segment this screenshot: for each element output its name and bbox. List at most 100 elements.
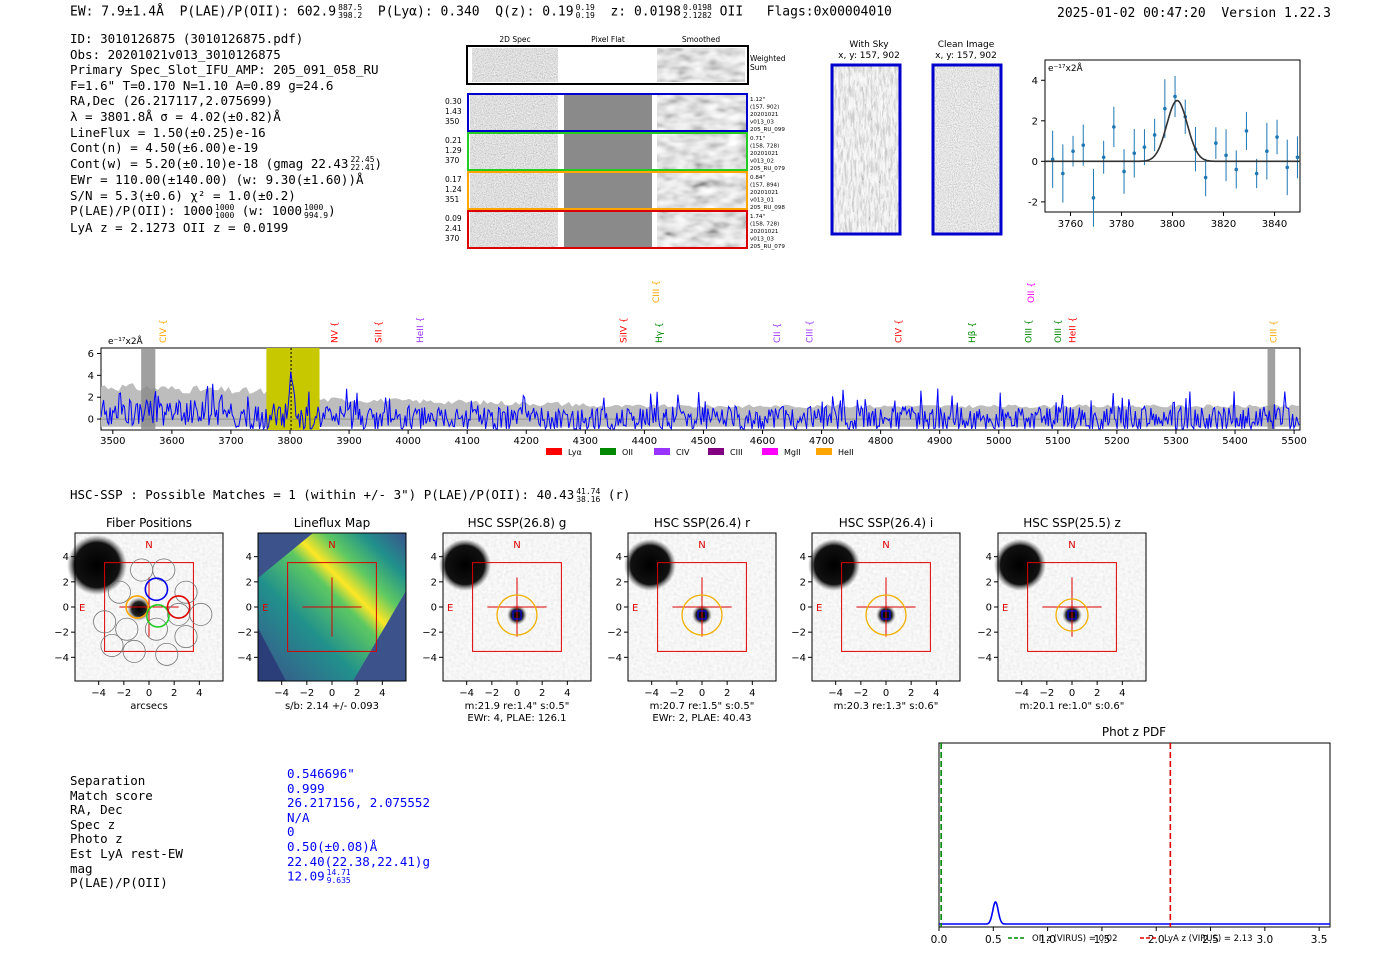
cutout-row-note: 205_RU_098: [750, 205, 785, 211]
photz-x-tick-label: 2.5: [1202, 934, 1219, 946]
cutout-row-b: 1.24: [445, 185, 462, 194]
cutout-row-frame: [467, 132, 748, 171]
cutout-row-b: 1.29: [445, 146, 462, 155]
hsc-x-tick-label: 4: [1119, 688, 1125, 699]
zoom-y-tick-label: 4: [1032, 76, 1038, 87]
match-value: 22.40(22.38,22.41)g: [287, 853, 430, 869]
zoom-y-tick-label: 2: [1032, 116, 1038, 127]
spectral-line-label: CIV {: [894, 319, 904, 343]
selected-fiber: [125, 595, 150, 619]
hsc-caption-1: arcsecs: [130, 701, 168, 712]
match-label: Spec z: [70, 816, 116, 832]
hsc-x-tick-label: −4: [644, 688, 659, 699]
fiber-circle: [155, 642, 179, 666]
info-contn: Cont(n) = 4.50(±6.00)e-19: [70, 140, 259, 156]
hsc-x-tick-label: −4: [91, 688, 106, 699]
photz-legend-label: OII z (VIRUS) = 0.02: [1032, 934, 1118, 944]
north-label: N: [328, 540, 335, 551]
spectral-line-label: HeII {: [416, 317, 426, 343]
match-values: 0.546696" 0.999 26.217156, 2.075552 N/A 0 0.5…: [287, 766, 430, 885]
east-label: E: [1002, 603, 1008, 614]
cutout-pixelflat: [564, 134, 652, 169]
cutout-2dspec: [470, 212, 558, 247]
with-sky-frame: [830, 63, 902, 236]
hsc-y-tick-label: 0: [431, 603, 437, 614]
z-hi: 0.0198: [682, 3, 712, 12]
cutout-row-note: v013_02: [750, 159, 774, 165]
east-label: E: [447, 603, 453, 614]
match-label: P(LAE)/P(OII): [70, 875, 168, 891]
hsc-panel-title: Lineflux Map: [294, 516, 370, 530]
hsc-y-tick-label: −4: [607, 653, 622, 664]
hsc-x-tick-label: −4: [274, 688, 289, 699]
cutout-row-note: (157, 902): [750, 105, 779, 111]
cutout-row-note: 20201021: [750, 229, 779, 235]
cutout-2dspec: [470, 134, 558, 169]
ellipse-aperture: [681, 594, 723, 636]
spectrum-x-tick-label: 4200: [514, 436, 539, 447]
zoom-data-point: [1061, 171, 1065, 176]
zoom-data-point: [1152, 133, 1157, 137]
legend-label: OII: [622, 448, 633, 457]
zoom-data-point: [1163, 106, 1167, 111]
zoom-x-tick-label: 3840: [1262, 219, 1287, 230]
spectrum-y-tick-label: 6: [88, 349, 94, 360]
match-value: 0: [287, 824, 295, 840]
info-id: ID: 3010126875 (3010126875.pdf): [70, 31, 304, 46]
spectral-line-label: OIII {: [1054, 319, 1064, 343]
col-2dspec: 2D Spec: [499, 35, 530, 44]
spectrum-x-tick-label: 4800: [868, 436, 893, 447]
header-flags: Flags:0x00004010: [766, 4, 892, 20]
info-lambda: λ = 3801.8Å σ = 4.02(±0.82)Å: [70, 108, 281, 124]
cutout-row-a: 0.30: [445, 97, 462, 106]
spectrum-x-tick-label: 4500: [691, 436, 716, 447]
photz-x-tick-label: 1.5: [1094, 934, 1111, 946]
fiber-circle: [107, 580, 131, 604]
hsc-y-tick-label: −4: [422, 653, 437, 664]
match-marker: [512, 610, 522, 620]
cutout-row-frame: [467, 93, 748, 132]
spectrum-x-tick-label: 4600: [750, 436, 775, 447]
zoom-x-tick-label: 3760: [1058, 219, 1083, 230]
hsc-y-tick-label: −2: [422, 628, 437, 639]
hsc-caption-1: s/b: 2.14 +/- 0.093: [285, 701, 379, 712]
cutout-row-note: 205_RU_079: [750, 166, 785, 172]
hsc-x-tick-label: −4: [459, 688, 474, 699]
fiber-circle: [122, 639, 146, 663]
hsc-title: HSC-SSP : Possible Matches = 1 (within +…: [70, 487, 630, 504]
header-plae: P(LAE)/P(OII): 602.9: [179, 4, 337, 20]
legend-swatch: [600, 448, 616, 455]
hsc-x-tick-label: 0: [514, 688, 520, 699]
cutout-row-note: v013_03: [750, 237, 774, 243]
photz-x-tick-label: 3.0: [1256, 934, 1273, 946]
hsc-y-tick-label: 4: [63, 552, 69, 563]
match-value: 0.999: [287, 780, 325, 796]
fiber-circle: [189, 602, 213, 626]
weighted-smoothed: [657, 48, 745, 82]
contw-hi: 22.45: [350, 155, 375, 165]
zoom-data-point: [1214, 141, 1218, 145]
header-datetime: 2025-01-02 00:47:20: [1057, 6, 1206, 21]
hsc-x-tick-label: 4: [749, 688, 755, 699]
hsc-x-tick-label: −2: [669, 688, 684, 699]
cutout-row-note: (157, 894): [750, 183, 779, 189]
aperture-box: [1027, 562, 1117, 652]
legend-swatch: [654, 448, 670, 455]
spectrum-flux-line: [100, 371, 1300, 431]
hsc-y-tick-label: −2: [237, 628, 252, 639]
cutout-row-b: 1.43: [445, 107, 462, 116]
fiber-circle: [144, 617, 168, 641]
hsc-x-tick-label: 4: [196, 688, 202, 699]
legend-swatch: [708, 448, 724, 455]
hsc-y-tick-label: 2: [63, 577, 69, 588]
match-marker: [697, 610, 707, 620]
spectrum-y-tick-label: 0: [88, 415, 94, 426]
cutout-row-note: 205_RU_079: [750, 244, 785, 250]
cutout-smoothed: [657, 212, 746, 247]
zoom-data-point: [1112, 125, 1116, 129]
aperture-box: [657, 562, 747, 652]
hsc-panel-title: HSC SSP(26.8) g: [468, 516, 567, 530]
spectrum-x-tick-label: 3700: [218, 436, 243, 447]
photz-x-tick-label: 0.5: [985, 934, 1002, 946]
east-label: E: [262, 603, 268, 614]
